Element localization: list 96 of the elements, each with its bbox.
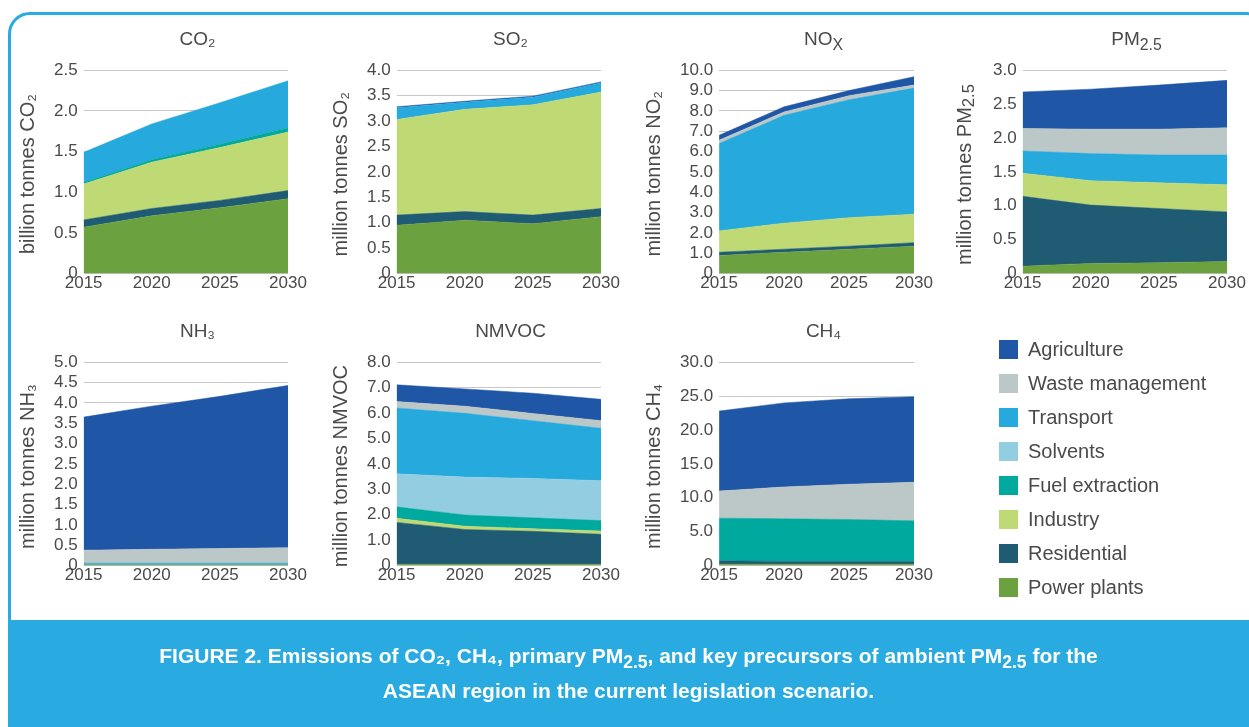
- legend-label: Fuel extraction: [1028, 474, 1160, 497]
- y-tick-label: 3.0: [366, 479, 391, 499]
- y-tick-label: 1.5: [992, 161, 1017, 181]
- y-tick-label: 9.0: [689, 80, 714, 100]
- text: FIGURE 2. Emissions of CO₂, CH₄, primary PM$_{2.5}$, and key precursors of ambient PM$_{2.5}$ for the ASEAN region in the current legislation scenario.: [159, 644, 1098, 702]
- x-tick-label: 2025: [513, 273, 552, 293]
- y-tick-label: 2.0: [366, 504, 391, 524]
- y-axis-title: million tonnes NH₃: [15, 383, 39, 549]
- x-tick-label: 2020: [765, 273, 803, 293]
- x-tick-label: 2020: [445, 565, 484, 585]
- x-tick-label: 2030: [582, 565, 620, 585]
- legend-label: Solvents: [1028, 440, 1105, 463]
- legend-label: Agriculture: [1028, 338, 1124, 361]
- y-tick-label: 5.0: [53, 351, 78, 371]
- y-axis-title: million tonnes NMVOC: [328, 364, 352, 568]
- y-tick-label: 2.0: [689, 222, 714, 242]
- y-tick-label: 1.0: [53, 181, 78, 201]
- y-tick-label: 4.0: [366, 59, 391, 79]
- legend-label: Transport: [1028, 406, 1113, 429]
- legend-label: Industry: [1028, 508, 1100, 531]
- y-tick-label: 3.0: [689, 202, 714, 222]
- x-tick-label: 2025: [830, 273, 868, 293]
- y-tick-label: 5.0: [689, 521, 714, 541]
- y-axis-title: million tonnes CH₄: [641, 383, 665, 549]
- legend-label: Residential: [1028, 542, 1127, 565]
- y-tick-label: 7.0: [689, 120, 714, 140]
- y-tick-label: 8.0: [689, 100, 714, 120]
- y-tick-label: 4.0: [366, 453, 391, 473]
- x-tick-label: 2025: [200, 273, 239, 293]
- y-tick-label: 1.0: [689, 242, 714, 262]
- y-tick-label: 0.5: [992, 229, 1017, 249]
- y-tick-label: 15.0: [679, 453, 714, 473]
- y-tick-label: 3.0: [992, 59, 1017, 79]
- x-tick-label: 2020: [765, 565, 803, 585]
- y-tick-label: 1.0: [992, 195, 1017, 215]
- y-axis-title: billion tonnes CO₂: [15, 93, 39, 255]
- x-tick-label: 2025: [1139, 273, 1178, 293]
- chart-title: NO$_{X}$: [802, 28, 845, 54]
- x-tick-label: 2030: [895, 565, 933, 585]
- y-tick-label: 3.5: [53, 412, 78, 432]
- x-tick-label: 2020: [132, 565, 171, 585]
- y-tick-label: 0.5: [53, 222, 78, 242]
- chart-title: PM$_{2.5}$: [1110, 28, 1163, 54]
- y-tick-label: 2.0: [53, 100, 78, 120]
- y-tick-label: 30.0: [679, 351, 714, 371]
- y-tick-label: 10.0: [679, 59, 714, 79]
- y-tick-label: 2.0: [992, 127, 1017, 147]
- y-tick-label: 10.0: [679, 487, 714, 507]
- legend-label: Power plants: [1028, 576, 1144, 599]
- y-tick-label: 6.0: [689, 141, 714, 161]
- y-tick-label: 1.0: [366, 529, 391, 549]
- y-tick-label: 1.5: [53, 141, 78, 161]
- y-tick-label: 0.5: [53, 534, 78, 554]
- y-tick-label: 8.0: [366, 351, 391, 371]
- y-tick-label: 7.0: [366, 377, 391, 397]
- y-tick-label: 4.5: [53, 372, 78, 392]
- y-tick-label: 4.0: [689, 181, 714, 201]
- y-tick-label: 25.0: [679, 385, 714, 405]
- x-tick-label: 2030: [582, 273, 620, 293]
- y-axis-title: million tonnes NO₂: [641, 91, 665, 257]
- x-tick-label: 2025: [830, 565, 868, 585]
- y-tick-label: 2.5: [53, 59, 78, 79]
- y-tick-label: 6.0: [366, 402, 391, 422]
- x-tick-label: 2020: [132, 273, 171, 293]
- y-tick-label: 2.0: [53, 473, 78, 493]
- y-tick-label: 2.5: [366, 136, 391, 156]
- y-tick-label: 20.0: [679, 419, 714, 439]
- x-tick-label: 2030: [269, 273, 307, 293]
- y-tick-label: 1.0: [53, 514, 78, 534]
- chart-title: NMVOC: [474, 320, 547, 343]
- x-tick-label: 2030: [269, 565, 307, 585]
- y-tick-label: 3.0: [366, 110, 391, 130]
- chart-title: NH₃: [178, 320, 217, 343]
- chart-title: SO₂: [492, 28, 529, 51]
- y-tick-label: 3.5: [366, 85, 391, 105]
- chart-title: CO₂: [178, 28, 217, 51]
- y-tick-label: 5.0: [366, 428, 391, 448]
- x-tick-label: 2025: [513, 565, 552, 585]
- legend-label: Waste management: [1028, 372, 1207, 395]
- y-tick-label: 3.0: [53, 433, 78, 453]
- y-tick-label: 1.5: [366, 187, 391, 207]
- y-axis-title: million tonnes SO₂: [328, 91, 352, 257]
- x-tick-label: 2025: [200, 565, 239, 585]
- x-tick-label: 2030: [895, 273, 933, 293]
- y-tick-label: 4.0: [53, 392, 78, 412]
- chart-title: CH₄: [804, 320, 843, 343]
- y-tick-label: 2.5: [992, 93, 1017, 113]
- y-tick-label: 1.5: [53, 494, 78, 514]
- y-tick-label: 2.0: [366, 161, 391, 181]
- x-tick-label: 2030: [1208, 273, 1246, 293]
- y-tick-label: 0.5: [366, 237, 391, 257]
- y-tick-label: 5.0: [689, 161, 714, 181]
- x-tick-label: 2020: [445, 273, 484, 293]
- x-tick-label: 2020: [1071, 273, 1110, 293]
- y-tick-label: 2.5: [53, 453, 78, 473]
- y-tick-label: 1.0: [366, 212, 391, 232]
